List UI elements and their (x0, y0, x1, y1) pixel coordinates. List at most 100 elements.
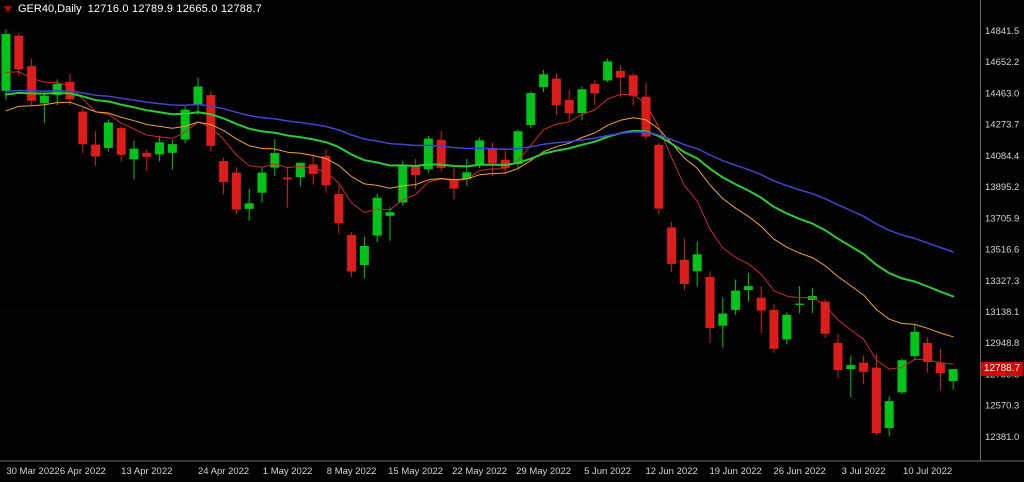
price-tick-label: 13516.6 (985, 245, 1019, 256)
candle-body (103, 122, 113, 148)
price-tick-label: 12381.0 (985, 432, 1019, 443)
candle-body (193, 86, 203, 105)
candle-body (884, 401, 894, 428)
candle-body (436, 139, 446, 168)
price-tick-label: 12948.8 (985, 338, 1019, 349)
candle-body (820, 301, 830, 334)
candle-body (270, 153, 280, 168)
date-tick-label: 24 Apr 2022 (198, 466, 249, 477)
candle-body (551, 78, 561, 106)
candle-body (283, 177, 293, 180)
candle-body (231, 172, 241, 210)
date-tick-label: 13 Apr 2022 (121, 466, 172, 477)
candle-body (935, 362, 945, 374)
candle-body (334, 194, 344, 224)
candle-body (833, 342, 843, 370)
candle-body (1, 34, 11, 91)
candle-body (807, 296, 817, 300)
candle-body (769, 309, 779, 349)
symbol-period-label: GER40,Daily (18, 3, 82, 15)
candle-body (347, 235, 357, 272)
candle-body (526, 93, 536, 126)
candle-body (295, 162, 305, 178)
candle-body (372, 197, 382, 236)
ma-slow-line (5, 91, 955, 298)
candle-body (78, 111, 88, 145)
date-tick-label: 8 May 2022 (327, 466, 377, 477)
price-tick-label: 14273.7 (985, 120, 1019, 131)
candle-body (513, 131, 523, 164)
price-tick-label: 13705.9 (985, 213, 1019, 224)
date-tick-label: 6 Apr 2022 (60, 466, 106, 477)
candle-body (52, 83, 62, 95)
candle-body (91, 144, 101, 157)
candle-body (679, 259, 689, 285)
candle-body (731, 290, 741, 310)
candle-body (219, 161, 229, 182)
candle-body (359, 246, 369, 265)
candle-body (603, 61, 613, 81)
date-tick-label: 12 Jun 2022 (645, 466, 697, 477)
time-axis[interactable] (0, 461, 980, 482)
candle-body (423, 138, 433, 170)
candle-body (910, 331, 920, 357)
date-tick-label: 3 Jul 2022 (842, 466, 886, 477)
candle-body (923, 342, 933, 362)
candle-body (743, 286, 753, 291)
candle-body (641, 96, 651, 137)
candle-body (475, 140, 485, 164)
ma-long-line (5, 89, 954, 253)
candle-body (654, 144, 664, 209)
candle-body (705, 276, 715, 328)
candle-body (116, 128, 126, 155)
candle-body (462, 172, 472, 180)
candle-body (487, 147, 497, 164)
price-tick-label: 13895.2 (985, 182, 1019, 193)
date-tick-label: 22 May 2022 (452, 466, 507, 477)
candle-body (321, 156, 331, 186)
candle-body (155, 142, 165, 155)
candle-body (564, 100, 574, 114)
candle-body (948, 369, 958, 382)
candle-body (39, 95, 49, 104)
price-tick-label: 13138.1 (985, 307, 1019, 318)
candle-body (257, 172, 267, 193)
chart-title: GER40,Daily 12716.0 12789.9 12665.0 1278… (4, 3, 262, 15)
ma-medium-line (5, 101, 954, 338)
ohlc-readout: 12716.0 12789.9 12665.0 12788.7 (87, 3, 262, 15)
candle-body (500, 159, 510, 168)
candle-body (449, 179, 459, 189)
candle-body (795, 303, 805, 305)
symbol-icon (4, 5, 12, 13)
date-tick-label: 5 Jun 2022 (584, 466, 631, 477)
price-tick-label: 14652.2 (985, 57, 1019, 68)
candle-body (590, 83, 600, 94)
candle-body (206, 95, 216, 146)
candle-body (27, 66, 37, 101)
candle-body (398, 164, 408, 203)
candle-body (142, 152, 152, 157)
candle-body (385, 212, 395, 216)
price-tick-label: 13327.3 (985, 276, 1019, 287)
date-tick-label: 10 Jul 2022 (903, 466, 952, 477)
candle-body (615, 70, 625, 78)
candle-body (897, 360, 907, 393)
price-tick-label: 14463.0 (985, 88, 1019, 99)
date-tick-label: 30 Mar 2022 (6, 466, 59, 477)
ma-fast-line (5, 71, 954, 370)
candle-body (539, 74, 549, 88)
candle-body (667, 227, 677, 264)
date-tick-label: 29 May 2022 (516, 466, 571, 477)
price-axis[interactable] (980, 0, 1024, 461)
candle-body (577, 89, 587, 113)
candle-body (782, 314, 792, 340)
candle-body (871, 367, 881, 434)
date-tick-label: 26 Jun 2022 (773, 466, 825, 477)
date-tick-label: 1 May 2022 (263, 466, 313, 477)
candle-body (628, 75, 638, 96)
candle-body (846, 365, 856, 370)
candle-body (692, 254, 702, 272)
candle-body (859, 362, 869, 372)
